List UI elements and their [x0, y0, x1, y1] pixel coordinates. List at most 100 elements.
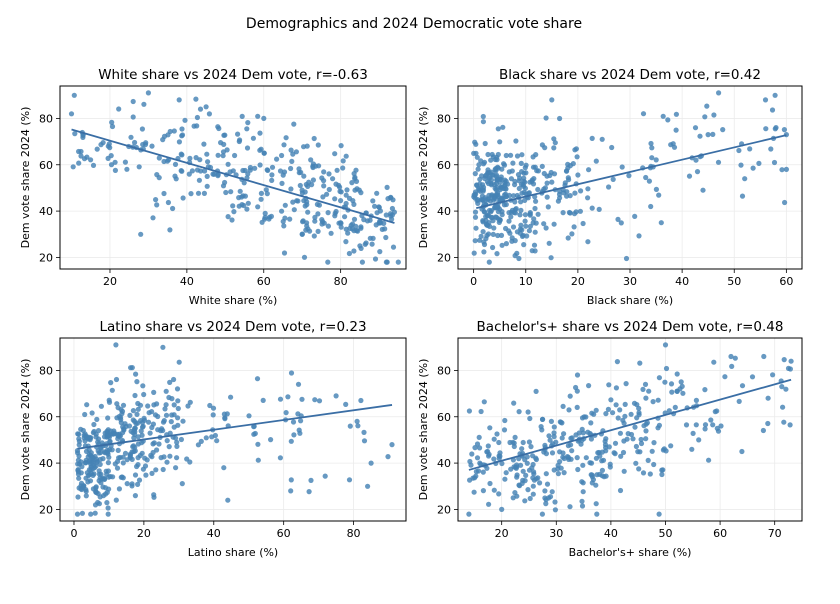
data-point: [228, 394, 234, 400]
data-point: [70, 164, 76, 170]
data-point: [346, 250, 352, 257]
data-point: [302, 189, 308, 195]
data-point: [525, 487, 531, 493]
data-point: [683, 422, 690, 428]
data-point: [580, 480, 586, 486]
data-point: [645, 457, 651, 463]
data-point: [175, 398, 181, 404]
data-point: [518, 222, 524, 228]
data-point: [623, 381, 629, 387]
data-point: [179, 126, 185, 132]
data-point: [480, 188, 486, 194]
data-point: [78, 153, 84, 159]
trend-line: [476, 134, 787, 210]
data-point: [672, 404, 678, 410]
data-point: [389, 216, 395, 222]
data-point: [485, 180, 492, 187]
data-point: [316, 202, 322, 208]
data-point: [511, 464, 517, 470]
data-point: [711, 112, 717, 118]
data-point: [547, 437, 553, 443]
data-point: [579, 498, 585, 504]
data-point: [191, 123, 197, 129]
data-point: [372, 256, 379, 262]
data-point: [176, 139, 182, 145]
y-tick-label: 20: [39, 251, 53, 264]
data-point: [728, 353, 734, 360]
data-point: [241, 202, 247, 209]
data-point: [299, 231, 305, 237]
data-point: [95, 491, 101, 497]
data-point: [295, 198, 301, 204]
data-point: [235, 131, 241, 137]
data-point: [715, 159, 722, 165]
data-point: [359, 259, 365, 265]
data-point: [107, 447, 113, 453]
data-point: [257, 162, 263, 168]
data-point: [560, 210, 566, 216]
data-point: [605, 406, 612, 412]
data-point: [340, 165, 346, 171]
data-point: [385, 196, 391, 202]
data-point: [311, 135, 317, 142]
data-point: [518, 160, 524, 166]
data-point: [506, 169, 512, 175]
data-point: [472, 171, 478, 177]
data-point: [126, 423, 133, 429]
data-point: [522, 218, 528, 224]
data-point: [542, 145, 548, 151]
data-point: [312, 214, 318, 220]
data-point: [113, 342, 119, 348]
data-point: [297, 182, 303, 189]
data-point: [718, 423, 724, 429]
data-point: [519, 152, 525, 158]
data-point: [187, 155, 193, 161]
trend-line: [468, 378, 792, 471]
data-point: [503, 152, 509, 159]
data-point: [196, 177, 202, 183]
data-point: [269, 172, 275, 178]
data-point: [574, 388, 580, 394]
data-point: [149, 470, 155, 476]
data-point: [651, 440, 657, 446]
data-point: [510, 439, 516, 445]
data-point: [120, 402, 127, 408]
data-point: [120, 460, 126, 466]
data-point: [513, 138, 519, 144]
data-point: [534, 168, 540, 174]
data-point: [372, 203, 378, 209]
data-point: [542, 185, 549, 191]
data-point: [583, 455, 589, 461]
data-point: [303, 181, 309, 188]
data-point: [610, 176, 616, 182]
data-point: [493, 168, 499, 174]
data-point: [246, 413, 252, 419]
data-point: [383, 234, 389, 241]
data-point: [168, 419, 174, 425]
data-point: [603, 411, 609, 417]
data-point: [642, 381, 649, 387]
data-point: [506, 228, 512, 234]
data-point: [749, 374, 756, 380]
data-point: [551, 136, 557, 142]
data-point: [122, 450, 129, 456]
data-point: [264, 191, 270, 197]
data-point: [390, 197, 396, 203]
data-point: [343, 192, 349, 198]
data-point: [221, 411, 227, 417]
data-point: [567, 210, 573, 216]
data-point: [136, 164, 142, 170]
data-point: [146, 410, 152, 416]
data-point: [93, 456, 100, 462]
data-point: [358, 190, 364, 196]
data-point: [484, 465, 490, 471]
data-point: [106, 397, 112, 403]
data-point: [702, 114, 708, 120]
data-point: [587, 460, 593, 466]
data-point: [142, 463, 149, 469]
data-point: [103, 491, 109, 497]
y-tick-label: 40: [437, 457, 451, 470]
data-point: [750, 165, 756, 171]
data-point: [544, 180, 550, 186]
data-point: [173, 465, 179, 471]
